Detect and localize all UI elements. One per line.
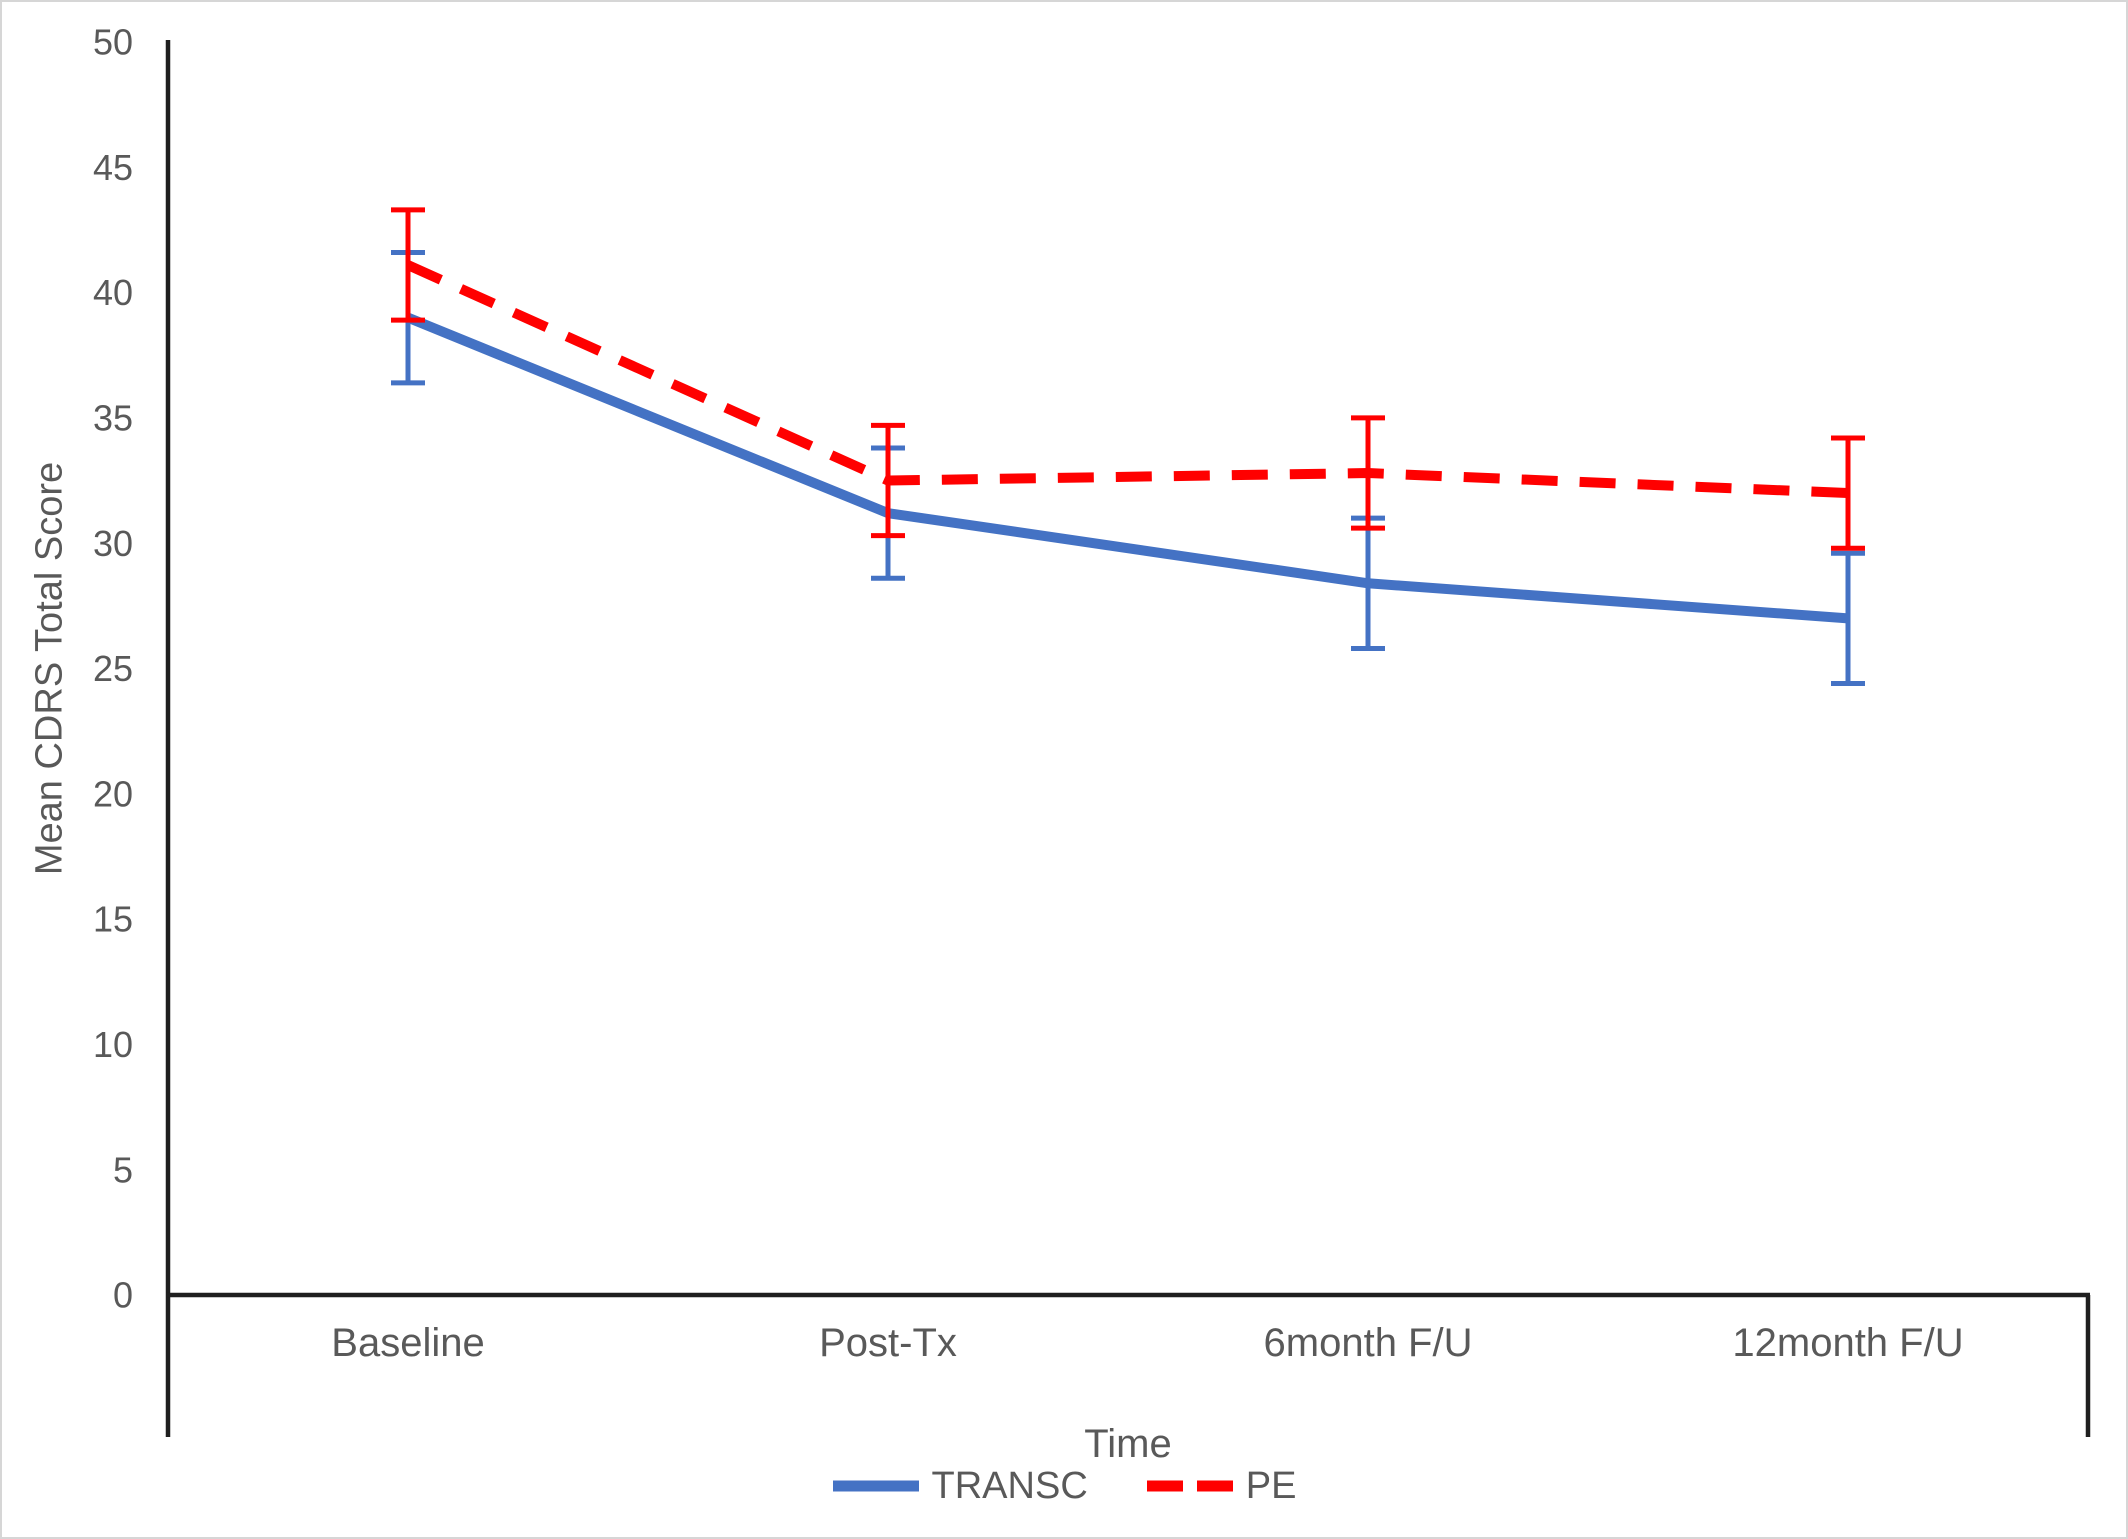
x-category-label: 12month F/U: [1732, 1321, 1963, 1365]
legend-item-transc: TRANSC: [832, 1467, 1088, 1505]
y-tick-label: 35: [93, 398, 133, 439]
y-tick-label: 30: [93, 523, 133, 564]
x-axis-title: Time: [1084, 1422, 1171, 1466]
y-tick-label: 15: [93, 899, 133, 940]
x-category-label: Post-Tx: [819, 1321, 957, 1365]
y-tick-label: 0: [113, 1275, 133, 1316]
y-tick-label: 50: [93, 22, 133, 63]
x-category-label: 6month F/U: [1264, 1321, 1473, 1365]
series-line-TRANSC: [406, 313, 1849, 624]
chart-legend: TRANSC PE: [2, 1458, 2126, 1514]
y-axis-title: Mean CDRS Total Score: [28, 462, 70, 875]
x-category-label: Baseline: [331, 1321, 484, 1365]
legend-swatch-dashed-line: [1146, 1480, 1233, 1492]
y-tick-label: 25: [93, 648, 133, 689]
y-tick-label: 45: [93, 147, 133, 188]
y-tick-label: 20: [93, 773, 133, 814]
legend-swatch-solid-line: [832, 1480, 919, 1492]
y-tick-label: 5: [113, 1149, 133, 1190]
y-tick-label: 40: [93, 272, 133, 313]
legend-label: TRANSC: [931, 1465, 1088, 1507]
y-tick-label: 10: [93, 1024, 133, 1065]
legend-label: PE: [1245, 1465, 1297, 1507]
legend-item-pe: PE: [1146, 1465, 1297, 1507]
series-line-PE: [405, 260, 1849, 499]
